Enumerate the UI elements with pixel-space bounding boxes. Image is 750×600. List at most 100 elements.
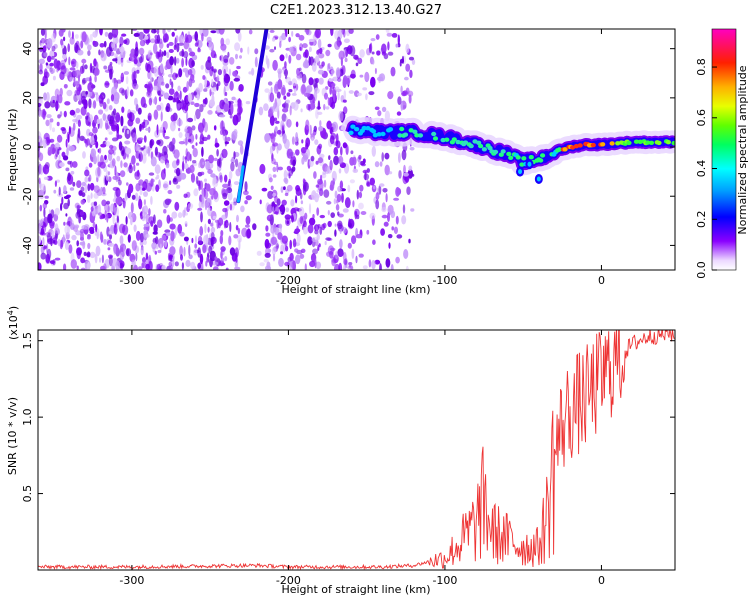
- noise-blob: [153, 65, 159, 77]
- noise-blob: [75, 61, 79, 69]
- noise-blob: [73, 224, 80, 229]
- noise-blob: [302, 225, 309, 235]
- noise-blob: [334, 229, 337, 237]
- noise-blob: [402, 90, 408, 96]
- noise-blob: [219, 99, 225, 110]
- noise-blob: [132, 132, 137, 143]
- noise-blob: [87, 236, 91, 240]
- noise-blob: [92, 40, 96, 46]
- noise-blob: [188, 133, 195, 144]
- noise-blob: [233, 151, 236, 160]
- noise-blob: [354, 208, 360, 217]
- noise-blob: [174, 226, 178, 236]
- noise-blob: [88, 132, 94, 137]
- noise-blob: [315, 225, 318, 232]
- noise-blob: [358, 253, 364, 258]
- noise-blob: [99, 257, 101, 263]
- noise-blob: [281, 235, 288, 244]
- noise-blob: [298, 34, 305, 41]
- noise-blob: [139, 241, 144, 246]
- noise-blob: [208, 41, 213, 51]
- noise-blob: [39, 219, 44, 227]
- noise-blob: [49, 62, 54, 67]
- noise-blob: [68, 145, 75, 152]
- noise-blob: [145, 120, 148, 128]
- noise-blob: [310, 155, 315, 162]
- noise-blob: [339, 229, 342, 234]
- noise-blob: [184, 128, 188, 133]
- noise-blob: [90, 104, 94, 108]
- noise-blob: [411, 173, 415, 177]
- noise-blob: [370, 42, 373, 53]
- noise-blob: [206, 36, 212, 44]
- noise-blob: [316, 145, 322, 155]
- noise-blob: [207, 110, 213, 115]
- noise-blob: [370, 38, 376, 42]
- noise-blob: [301, 157, 305, 165]
- ridge-peak: [348, 130, 354, 135]
- noise-blob: [233, 77, 240, 82]
- noise-blob: [149, 52, 153, 56]
- noise-blob: [175, 90, 179, 97]
- noise-blob: [228, 235, 232, 246]
- noise-blob: [329, 135, 335, 145]
- noise-blob: [137, 137, 144, 141]
- noise-blob: [143, 205, 149, 215]
- noise-blob: [264, 238, 270, 248]
- noise-blob: [123, 71, 129, 75]
- ridge-peak: [487, 145, 493, 151]
- ridge-peak: [380, 131, 386, 137]
- noise-blob: [409, 69, 413, 79]
- noise-blob: [285, 245, 289, 252]
- noise-blob: [315, 55, 320, 63]
- noise-blob: [176, 42, 180, 53]
- noise-blob: [138, 153, 141, 162]
- noise-blob: [365, 93, 368, 101]
- noise-blob: [223, 220, 227, 229]
- noise-blob: [62, 54, 67, 60]
- noise-blob: [156, 124, 159, 136]
- noise-blob: [410, 208, 415, 212]
- noise-blob: [248, 71, 252, 75]
- noise-blob: [401, 215, 407, 225]
- noise-blob: [138, 179, 144, 186]
- noise-blob: [285, 207, 290, 213]
- noise-blob: [405, 265, 409, 270]
- noise-blob: [167, 252, 171, 261]
- noise-blob: [160, 63, 164, 74]
- noise-blob: [139, 232, 144, 243]
- noise-blob: [338, 110, 344, 122]
- y-tick-label: -20: [21, 187, 34, 205]
- noise-blob: [61, 196, 64, 205]
- y-tick-label: 1.5: [21, 332, 34, 350]
- noise-blob: [349, 73, 356, 79]
- noise-blob: [325, 106, 330, 110]
- noise-blob: [205, 59, 212, 71]
- noise-blob: [329, 86, 333, 95]
- noise-blob: [79, 211, 85, 216]
- noise-blob: [393, 226, 398, 234]
- noise-blob: [398, 152, 401, 163]
- noise-blob: [73, 81, 80, 86]
- noise-blob: [235, 252, 238, 263]
- noise-blob: [169, 246, 176, 256]
- noise-blob: [52, 75, 56, 81]
- noise-blob: [187, 203, 194, 209]
- noise-blob: [98, 49, 101, 56]
- noise-blob: [334, 223, 337, 227]
- noise-blob: [110, 203, 115, 213]
- noise-blob: [51, 45, 56, 52]
- noise-blob: [209, 87, 217, 91]
- noise-blob: [403, 55, 407, 64]
- noise-blob: [321, 61, 325, 67]
- noise-blob: [362, 169, 368, 174]
- colorbar-gradient: [711, 28, 737, 271]
- noise-blob: [89, 230, 95, 234]
- noise-blob: [40, 227, 45, 235]
- noise-blob: [333, 198, 337, 205]
- noise-blob: [42, 202, 47, 209]
- noise-blob: [57, 148, 60, 155]
- noise-blob: [97, 212, 103, 216]
- noise-blob: [111, 158, 116, 167]
- noise-blob: [51, 230, 55, 240]
